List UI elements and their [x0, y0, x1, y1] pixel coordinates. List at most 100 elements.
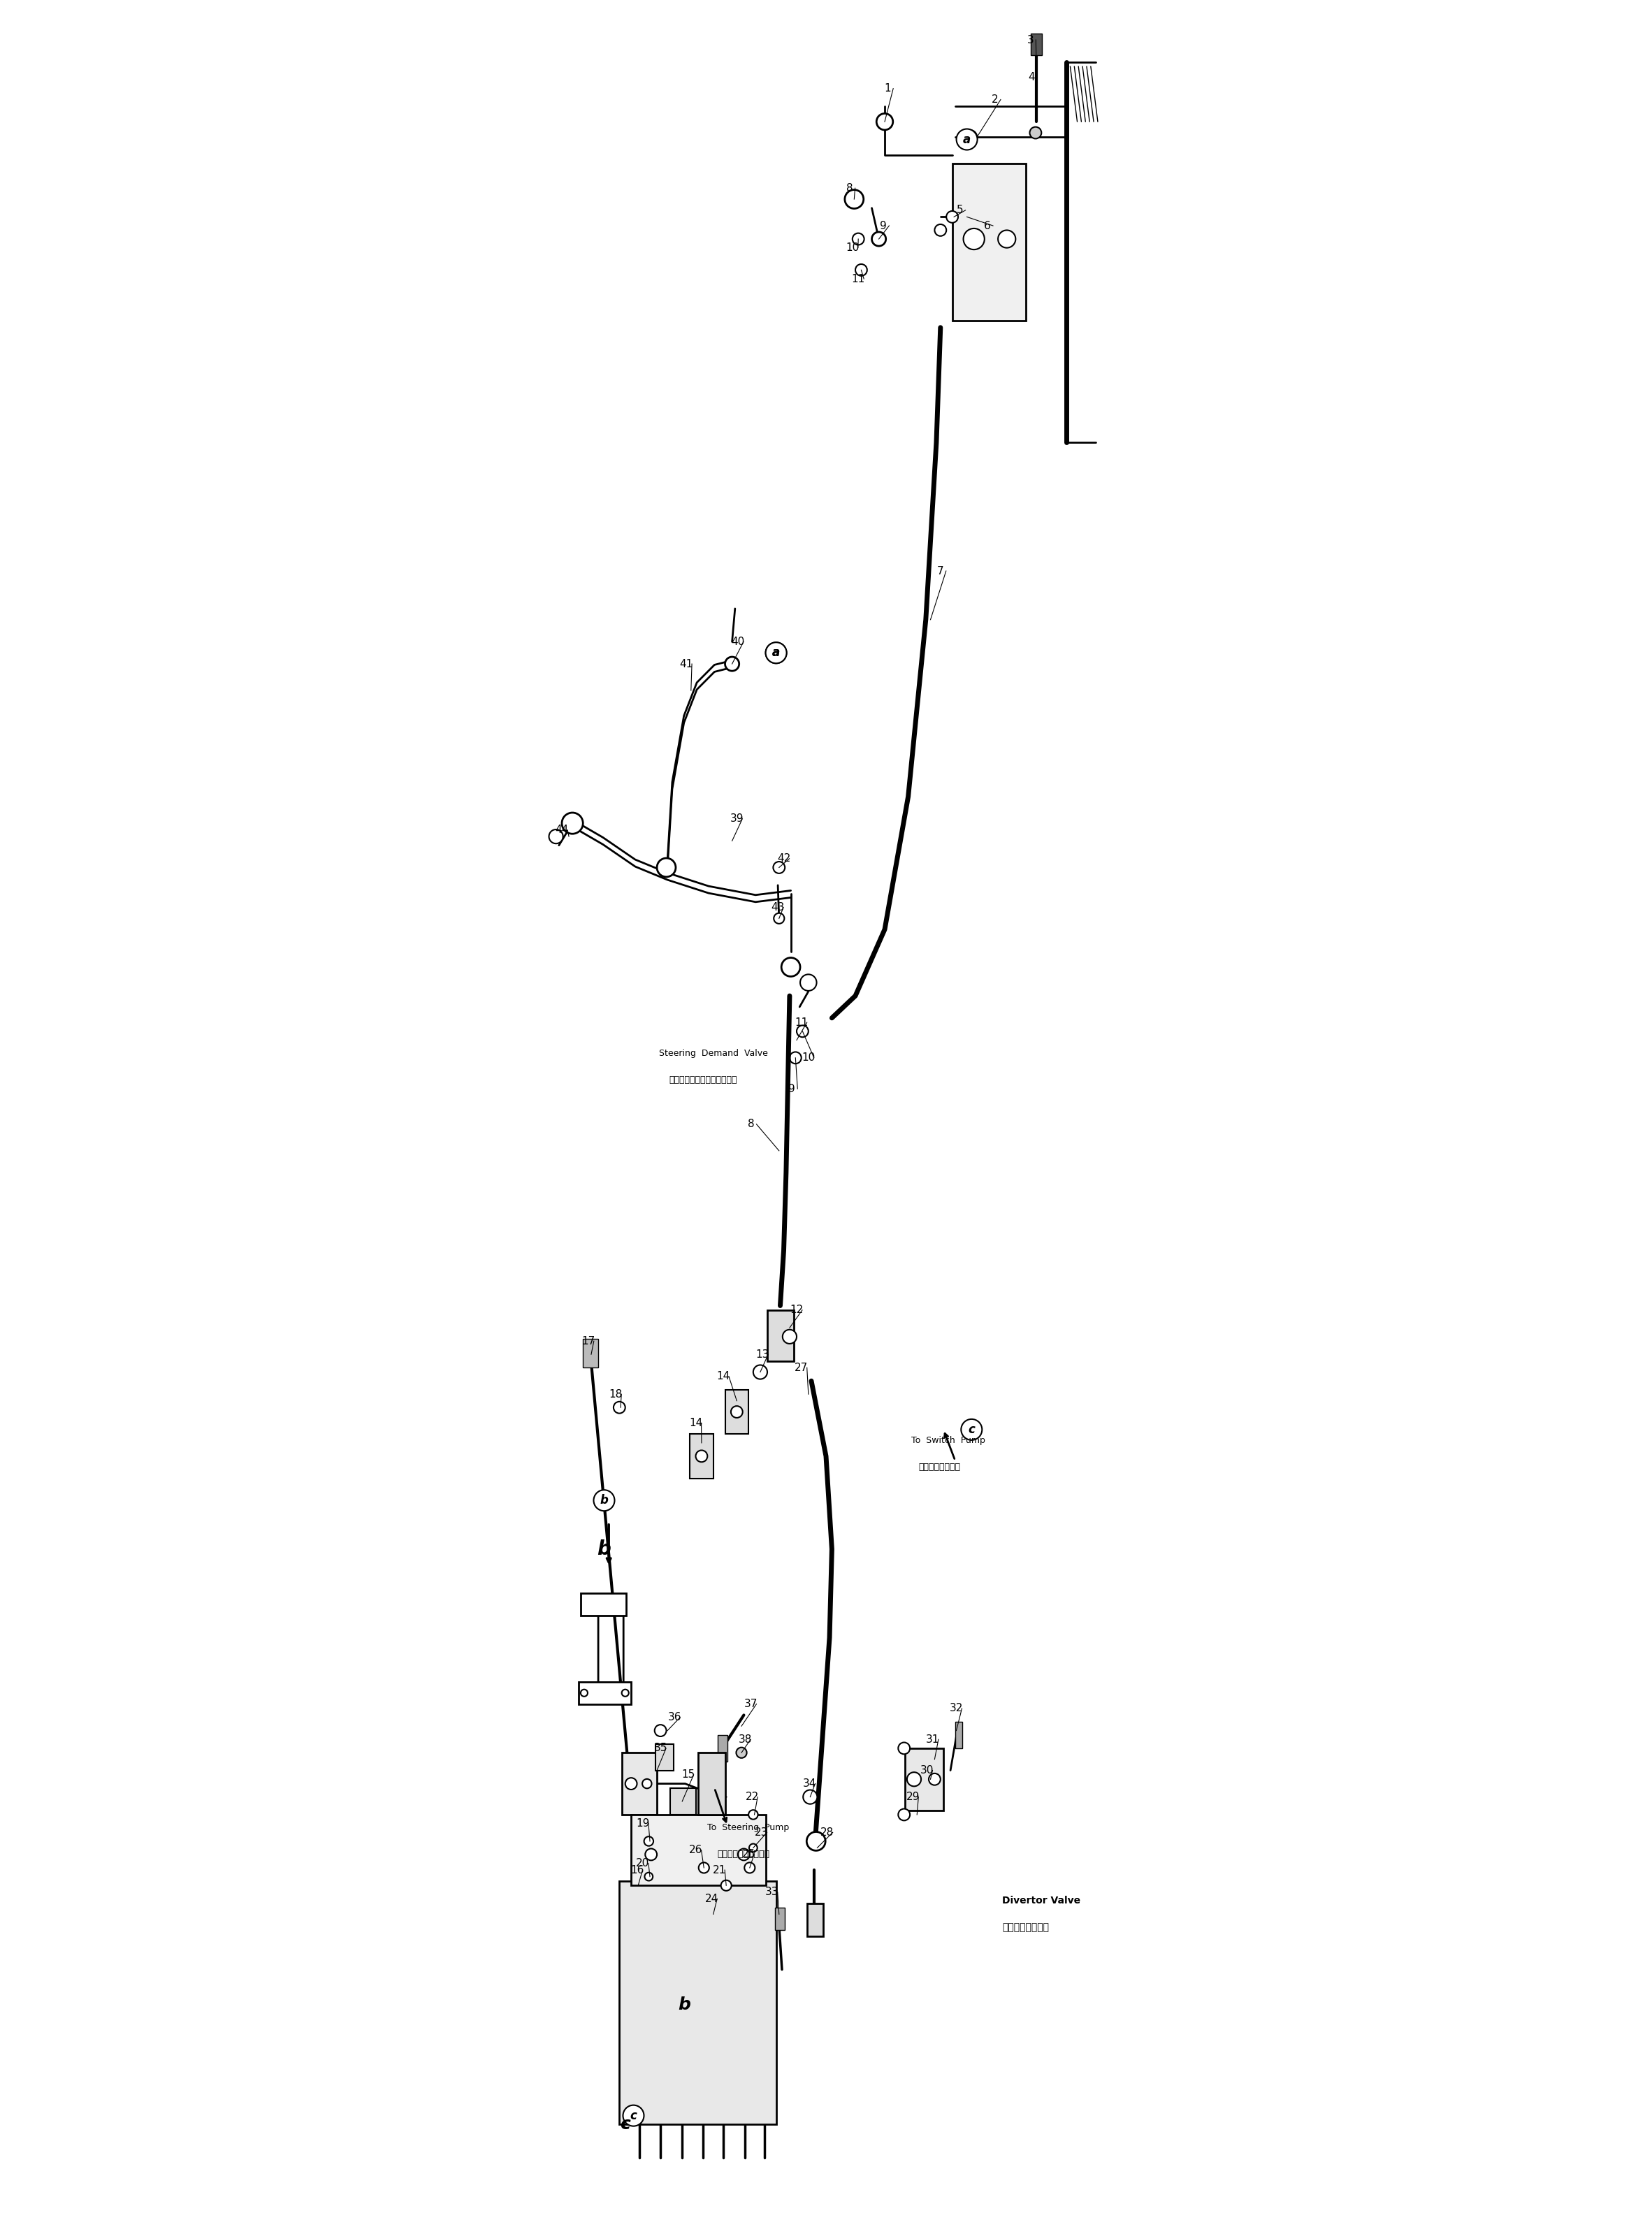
- Text: 28: 28: [821, 1828, 834, 1837]
- Text: 39: 39: [730, 814, 743, 823]
- Circle shape: [899, 1808, 910, 1821]
- Bar: [631, 1815, 767, 1885]
- Text: a: a: [771, 646, 780, 659]
- Text: ディバータバルブ: ディバータバルブ: [1003, 1923, 1049, 1932]
- Text: a: a: [771, 646, 780, 659]
- Text: 44: 44: [555, 825, 568, 834]
- Text: 1: 1: [884, 84, 890, 93]
- Text: 25: 25: [742, 1850, 755, 1859]
- Circle shape: [699, 1863, 709, 1872]
- Text: 11: 11: [795, 1018, 808, 1027]
- Text: 10: 10: [801, 1053, 814, 1062]
- Circle shape: [745, 1863, 755, 1872]
- Text: 14: 14: [717, 1372, 730, 1381]
- Circle shape: [935, 224, 947, 237]
- Text: a: a: [963, 133, 971, 146]
- Text: To  Switch  Pump: To Switch Pump: [912, 1436, 985, 1445]
- Text: 8: 8: [846, 184, 852, 193]
- Bar: [1031, 33, 1042, 55]
- Text: 18: 18: [610, 1390, 623, 1399]
- Text: 40: 40: [732, 637, 745, 646]
- Text: 14: 14: [689, 1419, 702, 1427]
- Circle shape: [720, 1881, 732, 1890]
- Circle shape: [844, 190, 864, 208]
- Circle shape: [562, 812, 583, 834]
- Text: 17: 17: [582, 1337, 595, 1346]
- Circle shape: [1029, 126, 1041, 139]
- Circle shape: [730, 1405, 743, 1419]
- Circle shape: [725, 657, 738, 671]
- Circle shape: [765, 642, 786, 664]
- Text: 24: 24: [705, 1894, 719, 1903]
- Bar: [620, 1881, 776, 2124]
- Text: スイッチポンプへ: スイッチポンプへ: [919, 1463, 961, 1472]
- Circle shape: [773, 861, 785, 874]
- Bar: [691, 1434, 714, 1478]
- Circle shape: [961, 1419, 981, 1441]
- Circle shape: [800, 974, 816, 991]
- Circle shape: [899, 1742, 910, 1755]
- Circle shape: [613, 1401, 624, 1414]
- Text: b: b: [596, 1540, 611, 1558]
- Text: c: c: [620, 2116, 631, 2133]
- Text: 4: 4: [1028, 73, 1034, 82]
- Text: 41: 41: [679, 659, 694, 668]
- Circle shape: [947, 210, 958, 224]
- Text: 10: 10: [846, 243, 859, 252]
- Text: c: c: [968, 1423, 975, 1436]
- Circle shape: [781, 958, 800, 976]
- Text: 2: 2: [991, 95, 998, 104]
- Circle shape: [623, 2105, 644, 2127]
- Text: 36: 36: [667, 1713, 681, 1722]
- Circle shape: [657, 859, 676, 876]
- Text: 34: 34: [803, 1779, 816, 1788]
- Circle shape: [737, 1748, 747, 1757]
- Bar: [775, 1908, 785, 1930]
- Bar: [583, 1339, 598, 1368]
- Bar: [671, 1788, 695, 1815]
- Text: 30: 30: [920, 1766, 933, 1775]
- Text: 29: 29: [905, 1793, 920, 1801]
- Circle shape: [806, 1832, 826, 1850]
- Circle shape: [773, 914, 785, 923]
- Circle shape: [646, 1848, 657, 1861]
- Bar: [955, 1722, 961, 1748]
- Text: 26: 26: [689, 1846, 702, 1854]
- Text: 27: 27: [795, 1363, 808, 1372]
- Text: ステアリングポンプへ: ステアリングポンプへ: [717, 1850, 770, 1859]
- Text: 35: 35: [654, 1744, 667, 1753]
- Circle shape: [963, 228, 985, 250]
- Circle shape: [796, 1025, 808, 1038]
- Text: 19: 19: [636, 1819, 649, 1828]
- Bar: [578, 1682, 631, 1704]
- Text: 5: 5: [957, 206, 963, 215]
- Text: 15: 15: [681, 1770, 695, 1779]
- Text: 21: 21: [712, 1866, 725, 1874]
- Circle shape: [548, 830, 563, 843]
- Bar: [656, 1744, 674, 1770]
- Circle shape: [753, 1365, 767, 1379]
- Text: 3: 3: [1028, 35, 1034, 44]
- Text: 31: 31: [927, 1735, 940, 1744]
- Text: c: c: [629, 2109, 638, 2122]
- Circle shape: [593, 1489, 615, 1511]
- Text: b: b: [600, 1494, 608, 1507]
- Circle shape: [872, 232, 885, 246]
- Circle shape: [803, 1790, 818, 1804]
- Text: To  Steering  Pump: To Steering Pump: [707, 1824, 790, 1832]
- Text: 37: 37: [743, 1700, 758, 1708]
- Circle shape: [957, 128, 978, 150]
- Text: ステアリングデマンドバルブ: ステアリングデマンドバルブ: [669, 1076, 737, 1084]
- Circle shape: [852, 232, 864, 246]
- Circle shape: [695, 1450, 707, 1463]
- Circle shape: [580, 1689, 588, 1697]
- Text: 38: 38: [738, 1735, 752, 1744]
- Text: 20: 20: [636, 1859, 649, 1868]
- Bar: [808, 1903, 823, 1936]
- Bar: [580, 1593, 626, 1615]
- Bar: [767, 1310, 793, 1361]
- Circle shape: [907, 1773, 922, 1786]
- Text: 42: 42: [776, 854, 790, 863]
- Bar: [952, 164, 1026, 321]
- Circle shape: [654, 1724, 666, 1737]
